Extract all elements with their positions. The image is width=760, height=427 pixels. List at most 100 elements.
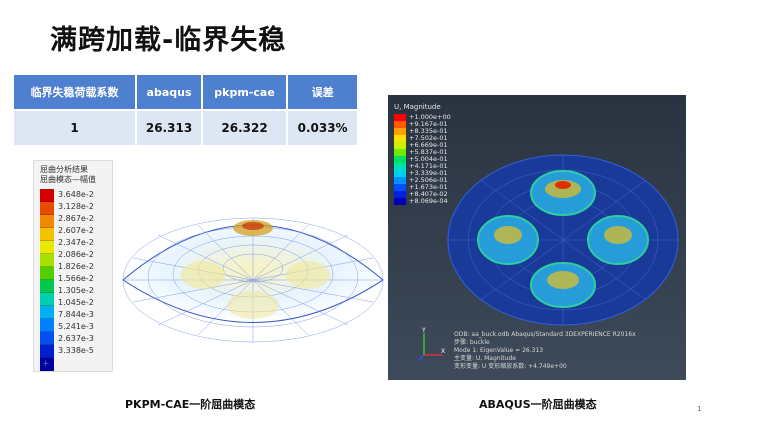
legend-swatch	[40, 215, 54, 228]
legend-label: 3.338e-5	[58, 346, 94, 355]
table-cell: 0.033%	[288, 111, 357, 145]
pkpm-legend-panel: 屈曲分析结果 屈曲模态—幅值 3.648e-2 3.128e-2 2.867e-2 2…	[33, 160, 113, 372]
legend-label: 7.844e-3	[58, 310, 94, 319]
legend-label: +1.000e+00	[409, 113, 451, 121]
pkpm-panel-title: 屈曲分析结果	[40, 165, 88, 174]
table-header: 误差	[288, 75, 357, 109]
pkpm-color-bar	[40, 189, 54, 371]
legend-label: +8.335e-01	[409, 127, 448, 135]
legend-swatch	[394, 170, 406, 177]
legend-row: +8.335e-01	[394, 128, 451, 135]
legend-label: 2.637e-3	[58, 334, 94, 343]
legend-row: +7.502e-01	[394, 135, 451, 142]
legend-row: +1.673e-01	[394, 184, 451, 191]
pkpm-legend-labels: 3.648e-2 3.128e-2 2.867e-2 2.607e-2 2.347e-2…	[58, 189, 94, 357]
legend-label: 5.241e-3	[58, 322, 94, 331]
pkpm-dome-mesh	[122, 217, 384, 343]
legend-swatch	[40, 189, 54, 202]
legend-label: 2.347e-2	[58, 238, 94, 247]
abaqus-info-line: 主变量: U, Magnitude	[454, 355, 516, 362]
legend-swatch	[40, 332, 54, 345]
legend-label: 1.566e-2	[58, 274, 94, 283]
legend-label: +9.167e-01	[409, 120, 448, 128]
legend-label: 1.305e-2	[58, 286, 94, 295]
table-cell: 1	[14, 111, 136, 145]
legend-swatch	[394, 177, 406, 184]
abaqus-legend: U, Magnitude +1.000e+00 +9.167e-01 +8.335e…	[394, 103, 451, 205]
legend-row: +2.506e-01	[394, 177, 451, 184]
table-cell: 26.313	[137, 111, 201, 145]
legend-label: +4.171e-01	[409, 162, 448, 170]
legend-label: +3.339e-01	[409, 169, 448, 177]
abaqus-info-footer: ODB: aa_buck.odb Abaqus/Standard 3DEXPER…	[454, 331, 636, 371]
legend-label: +8.407e-02	[409, 190, 448, 198]
legend-swatch	[40, 319, 54, 332]
legend-swatch	[394, 149, 406, 156]
legend-label: 1.045e-2	[58, 298, 94, 307]
legend-row: +1.000e+00	[394, 114, 451, 121]
page-number: 1	[697, 405, 702, 413]
legend-label: 3.648e-2	[58, 190, 94, 199]
legend-swatch	[40, 280, 54, 293]
legend-swatch	[394, 128, 406, 135]
abaqus-figure: U, Magnitude +1.000e+00 +9.167e-01 +8.335e…	[388, 95, 686, 380]
pkpm-figure: 屈曲分析结果 屈曲模态—幅值 3.648e-2 3.128e-2 2.867e-2 2…	[28, 160, 384, 380]
legend-label: +6.669e-01	[409, 141, 448, 149]
legend-label: +1.673e-01	[409, 183, 448, 191]
pkpm-caption: PKPM-CAE一阶屈曲模态	[125, 398, 256, 411]
table-header: abaqus	[137, 75, 201, 109]
legend-label: +8.069e-04	[409, 197, 448, 205]
legend-label: +7.502e-01	[409, 134, 448, 142]
legend-swatch	[394, 156, 406, 163]
abaqus-info-line: 步骤: buckle	[454, 339, 490, 346]
legend-swatch	[394, 163, 406, 170]
table-row: 1 26.313 26.322 0.033%	[14, 111, 357, 145]
legend-row: +8.407e-02	[394, 191, 451, 198]
table-header: 临界失稳荷载系数	[14, 75, 136, 109]
legend-swatch	[40, 293, 54, 306]
legend-swatch	[40, 306, 54, 319]
legend-swatch	[40, 254, 54, 267]
abaqus-info-line: ODB: aa_buck.odb Abaqus/Standard 3DEXPER…	[454, 331, 636, 338]
table-cell: 26.322	[202, 111, 287, 145]
legend-swatch	[394, 142, 406, 149]
results-table: 临界失稳荷载系数 abaqus pkpm-cae 误差 1 26.313 26.…	[12, 73, 359, 147]
legend-row: +9.167e-01	[394, 121, 451, 128]
abaqus-dome-mesh	[447, 154, 679, 326]
legend-swatch	[40, 241, 54, 254]
legend-label: 1.826e-2	[58, 262, 94, 271]
legend-swatch	[394, 184, 406, 191]
pkpm-panel-subtitle: 屈曲模态—幅值	[40, 175, 96, 184]
abaqus-caption: ABAQUS一阶屈曲模态	[479, 398, 597, 411]
legend-row: +5.004e-01	[394, 156, 451, 163]
legend-swatch	[40, 358, 54, 371]
abaqus-info-line: Mode 1: EigenValue = 26.313	[454, 347, 544, 354]
axis-triad-icon: Y X	[417, 327, 445, 362]
legend-swatch	[394, 135, 406, 142]
svg-text:Y: Y	[421, 327, 426, 334]
legend-label: 2.086e-2	[58, 250, 94, 259]
legend-swatch	[394, 121, 406, 128]
legend-swatch	[394, 198, 406, 205]
abaqus-legend-title: U, Magnitude	[394, 103, 441, 111]
legend-row: +6.669e-01	[394, 142, 451, 149]
legend-swatch	[40, 228, 54, 241]
legend-label: +5.837e-01	[409, 148, 448, 156]
legend-swatch	[40, 267, 54, 280]
table-header-row: 临界失稳荷载系数 abaqus pkpm-cae 误差	[14, 75, 357, 109]
svg-text:X: X	[441, 348, 445, 355]
legend-label: 3.128e-2	[58, 202, 94, 211]
legend-swatch	[394, 191, 406, 198]
legend-row: +3.339e-01	[394, 170, 451, 177]
abaqus-info-line: 变形变量: U 变形缩放系数: +4.749e+00	[454, 363, 567, 370]
table-header: pkpm-cae	[202, 75, 287, 109]
plus-icon: +	[42, 359, 50, 369]
legend-row: +8.069e-04	[394, 198, 451, 205]
legend-label: +5.004e-01	[409, 155, 448, 163]
legend-label: 2.607e-2	[58, 226, 94, 235]
legend-label: +2.506e-01	[409, 176, 448, 184]
legend-swatch	[40, 345, 54, 358]
legend-swatch	[40, 202, 54, 215]
legend-row: +4.171e-01	[394, 163, 451, 170]
slide-title: 满跨加载-临界失稳	[50, 25, 287, 56]
